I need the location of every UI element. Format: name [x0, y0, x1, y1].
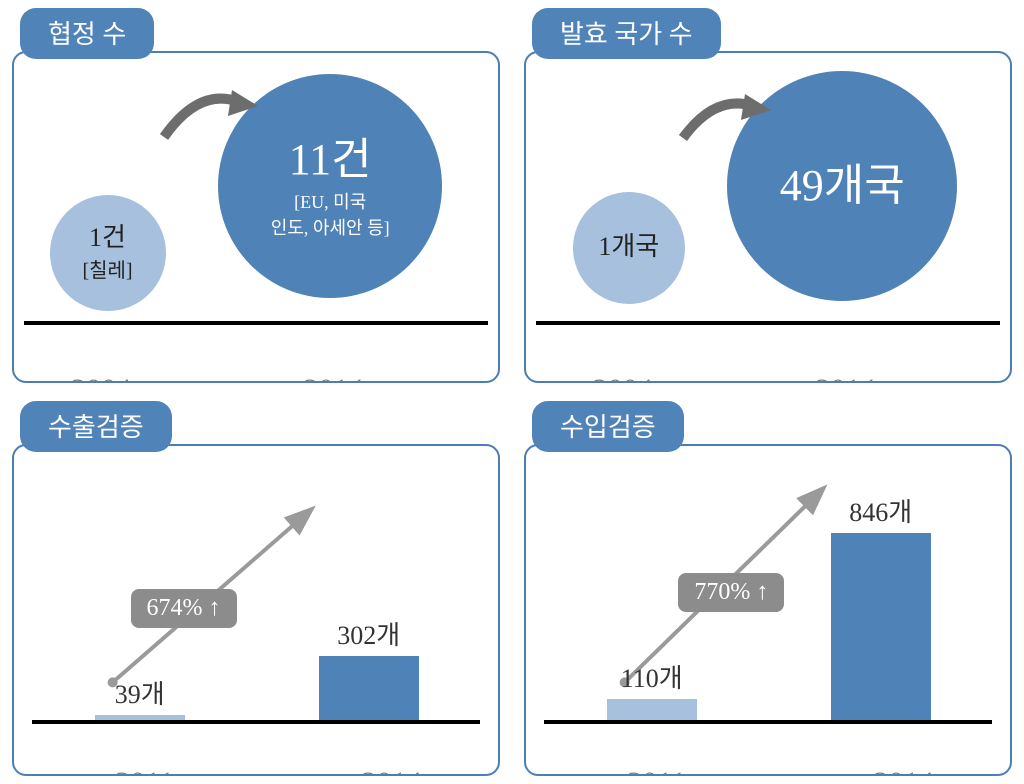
- bubble-sub: [EU, 미국: [294, 191, 366, 214]
- panel-body: 1개국 49개국 2004 2014: [524, 51, 1012, 383]
- bar-stage: 770% ↑ 110개 846개: [544, 464, 992, 724]
- bar-value-label: 110개: [607, 658, 697, 695]
- bubble-value: 1건: [89, 222, 126, 255]
- bubble-value: 11건: [289, 132, 372, 187]
- year-label: 2014: [362, 766, 422, 776]
- bubble-stage: 1개국 49개국: [536, 67, 1000, 325]
- panel-title: 수입검증: [532, 401, 684, 452]
- panel-countries: 발효 국가 수 1개국 49개국 2004 2014: [524, 8, 1012, 383]
- arrow-svg: [675, 88, 775, 152]
- bar-value-label: 846개: [831, 492, 931, 529]
- bar-stage: 674% ↑ 39개 302개: [32, 464, 480, 724]
- year-label: 2014: [874, 766, 934, 776]
- growth-pct-badge: 674% ↑: [131, 589, 237, 628]
- bubble-value: 1개국: [598, 231, 659, 264]
- arrow-svg: [154, 82, 264, 152]
- bubble-value: 49개국: [780, 158, 905, 213]
- year-left: 2004: [71, 373, 131, 383]
- growth-arrow-icon: [675, 88, 775, 152]
- year-right: 2014: [303, 373, 363, 383]
- growth-arrow-icon: [154, 82, 264, 152]
- x-axis: [536, 321, 1000, 325]
- bar: [319, 656, 419, 724]
- bubble-2004: 1건 [칠레]: [50, 195, 166, 311]
- growth-pct-badge: 770% ↑: [678, 573, 784, 612]
- panel-export-verification: 수출검증 674% ↑ 39개 302개 2011 2014: [12, 401, 500, 776]
- panel-title: 협정 수: [20, 8, 154, 59]
- x-axis: [24, 321, 488, 325]
- x-axis: [32, 720, 480, 724]
- panel-agreements: 협정 수 1건 [칠레] 11건 [EU, 미국 인도, 아세안 등]: [12, 8, 500, 383]
- bubble-stage: 1건 [칠레] 11건 [EU, 미국 인도, 아세안 등]: [24, 67, 488, 325]
- bar-value-label: 302개: [319, 615, 419, 652]
- panel-title: 발효 국가 수: [532, 8, 721, 59]
- bubble-2004: 1개국: [573, 192, 685, 304]
- year-right: 2014: [815, 373, 875, 383]
- year-label: 2011: [627, 766, 686, 776]
- panel-body: 770% ↑ 110개 846개 2011 2014: [524, 444, 1012, 776]
- panel-import-verification: 수입검증 770% ↑ 110개 846개 2011 2014: [524, 401, 1012, 776]
- panel-body: 674% ↑ 39개 302개 2011 2014: [12, 444, 500, 776]
- year-label: 2011: [115, 766, 174, 776]
- bar-value-label: 39개: [95, 674, 185, 711]
- bubble-sub: [칠레]: [82, 259, 132, 284]
- x-axis: [544, 720, 992, 724]
- panel-body: 1건 [칠레] 11건 [EU, 미국 인도, 아세안 등]: [12, 51, 500, 383]
- bar: [831, 533, 931, 724]
- bubble-sub2: 인도, 아세안 등]: [271, 217, 390, 240]
- panel-title: 수출검증: [20, 401, 172, 452]
- year-left: 2004: [593, 373, 653, 383]
